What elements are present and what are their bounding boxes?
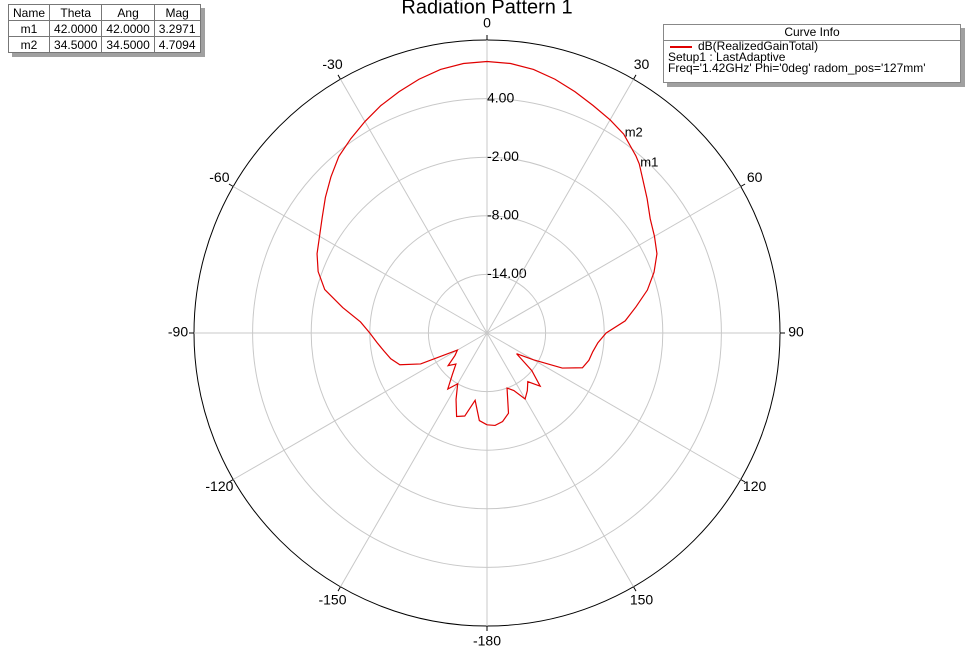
- tick-mark: [633, 586, 637, 592]
- tick-mark: [633, 74, 637, 80]
- marker-table: Name Theta Ang Mag m1 42.0000 42.0000 3.…: [7, 4, 201, 53]
- theta-tick-label: -90: [168, 324, 188, 340]
- pattern-line: [316, 60, 658, 427]
- chart-title: Radiation Pattern 1: [401, 0, 572, 18]
- theta-tick-label: -150: [318, 591, 346, 607]
- column-header: Mag: [153, 4, 201, 21]
- table-row: m1 42.0000 42.0000 3.2971: [7, 20, 201, 37]
- r-tick-label: -14.00: [487, 265, 527, 281]
- r-tick-label: -8.00: [487, 207, 519, 223]
- column-header: Theta: [49, 4, 103, 21]
- tick-mark: [740, 479, 746, 483]
- theta-tick-label: 120: [743, 478, 767, 494]
- cell: m2: [7, 36, 51, 53]
- legend-note: Setup1 : LastAdaptive: [668, 50, 786, 64]
- cell: 34.5000: [49, 36, 103, 53]
- theta-tick-label: -120: [205, 478, 233, 494]
- legend-title: Curve Info: [664, 25, 960, 41]
- marker-label: m2: [625, 125, 643, 140]
- legend-label: dB(RealizedGainTotal): [698, 39, 819, 53]
- table-row: m2 34.5000 34.5000 4.7094: [7, 36, 201, 53]
- legend-swatch: [670, 45, 692, 48]
- theta-tick-label: 60: [747, 169, 763, 185]
- theta-tick-label: -180: [473, 633, 501, 649]
- tick-mark: [228, 183, 234, 187]
- grid-spoke: [486, 332, 634, 587]
- marker-label: m1: [640, 154, 658, 169]
- tick-mark: [740, 183, 746, 187]
- column-header: Ang: [101, 4, 155, 21]
- grid-spoke: [486, 79, 634, 334]
- grid-spoke: [340, 79, 488, 334]
- theta-tick-label: 0: [483, 15, 491, 31]
- r-tick-label: -2.00: [487, 148, 519, 164]
- theta-tick-label: 150: [630, 591, 654, 607]
- theta-tick-label: 90: [788, 324, 804, 340]
- theta-tick-label: 30: [634, 56, 650, 72]
- cell: m1: [7, 20, 51, 37]
- column-header: Name: [7, 4, 51, 21]
- cell: 42.0000: [49, 20, 103, 37]
- tick-mark: [337, 586, 341, 592]
- r-tick-label: 4.00: [487, 89, 514, 105]
- grid-spoke: [340, 332, 488, 587]
- cell: 3.2971: [153, 20, 201, 37]
- cell: 42.0000: [101, 20, 155, 37]
- grid-spoke: [233, 332, 488, 480]
- legend-note: Freq='1.42GHz' Phi='0deg' radom_pos='127…: [668, 61, 926, 75]
- tick-mark: [228, 479, 234, 483]
- table-header: Name Theta Ang Mag: [7, 4, 201, 21]
- grid-spoke: [233, 186, 488, 334]
- legend: Curve Info dB(RealizedGainTotal) Setup1 …: [663, 24, 961, 83]
- grid-spoke: [486, 186, 741, 334]
- theta-tick-label: -60: [209, 169, 229, 185]
- tick-mark: [337, 74, 341, 80]
- theta-tick-label: -30: [322, 56, 342, 72]
- cell: 34.5000: [101, 36, 155, 53]
- grid-spoke: [486, 332, 741, 480]
- cell: 4.7094: [153, 36, 201, 53]
- legend-entry: dB(RealizedGainTotal): [664, 39, 960, 53]
